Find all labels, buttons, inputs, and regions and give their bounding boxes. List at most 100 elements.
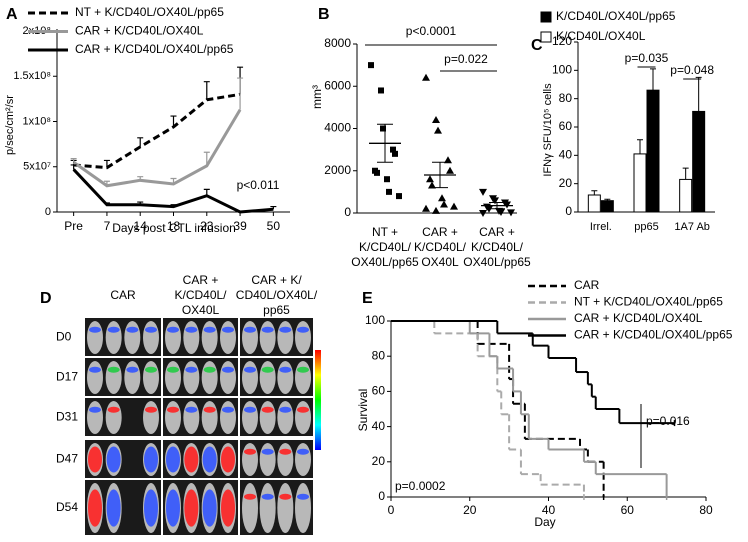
mouse xyxy=(259,443,276,476)
signal xyxy=(202,489,217,527)
text-line: K/CD40L/ xyxy=(471,240,524,254)
signal xyxy=(89,406,101,413)
point xyxy=(491,197,499,205)
annotation: p<0.0001 xyxy=(406,24,457,38)
mouse xyxy=(220,361,236,394)
x-tick-label: Irrel. xyxy=(590,221,612,233)
annotation: p=0.022 xyxy=(444,52,488,66)
legend-label: NT + K/CD40L/OX40L/pp65 xyxy=(574,295,723,309)
x-tick-label: 0 xyxy=(388,503,395,517)
signal xyxy=(185,366,198,373)
mouse xyxy=(165,401,181,434)
signal xyxy=(222,326,234,333)
legend-swatch xyxy=(540,31,552,43)
signal xyxy=(145,366,157,373)
y-tick-label: 40 xyxy=(372,419,386,433)
mouse xyxy=(277,321,294,354)
error-bar xyxy=(604,198,611,201)
y-tick-label: 0 xyxy=(344,205,351,219)
text-line: NT + xyxy=(372,225,398,239)
point xyxy=(440,200,448,208)
signal xyxy=(244,448,256,455)
point xyxy=(438,194,446,202)
mouse xyxy=(143,321,159,354)
mouse xyxy=(295,483,311,533)
y-tick-label: 4000 xyxy=(324,121,351,135)
bar xyxy=(692,110,706,213)
point xyxy=(432,116,440,124)
signal xyxy=(279,366,292,373)
signal xyxy=(297,366,309,373)
signal xyxy=(126,366,139,373)
legend-label: K/CD40L/OX40L/pp65 xyxy=(556,9,676,23)
point xyxy=(392,150,398,157)
y-tick-label: 8000 xyxy=(324,36,351,50)
point xyxy=(507,209,515,217)
annotation: p=0.0002 xyxy=(395,479,446,493)
signal xyxy=(107,406,120,413)
column-label: CAR + K/CD40L/OX40L/pp65 xyxy=(236,273,318,317)
mouse xyxy=(165,321,181,354)
y-tick-label: 20 xyxy=(559,176,573,190)
mouse xyxy=(277,483,294,533)
x-tick-label: 39 xyxy=(233,219,247,233)
point xyxy=(479,210,487,217)
x-tick-label: pp65 xyxy=(634,221,658,233)
point xyxy=(446,166,454,174)
legend-label: CAR + K/CD40L/OX40L xyxy=(75,24,204,38)
bar xyxy=(679,178,693,213)
y-tick-label: 80 xyxy=(372,348,386,362)
signal xyxy=(279,326,292,333)
x-tick-label: Pre xyxy=(64,219,83,233)
y-axis-label: IFNγ SFU/10⁵ cells xyxy=(542,83,554,177)
error-bar xyxy=(695,76,702,112)
x-tick-label: 14 xyxy=(134,219,148,233)
signal xyxy=(261,493,274,500)
x-tick-label: 18 xyxy=(167,219,181,233)
panel-label: B xyxy=(318,6,330,23)
point xyxy=(434,126,442,134)
y-tick-label: 1.5x10⁸ xyxy=(13,70,51,82)
signal xyxy=(89,326,101,333)
legend-label: CAR xyxy=(574,278,600,292)
text-line: OX40L xyxy=(421,255,459,269)
row-label: D31 xyxy=(56,410,78,424)
text-line: K/CD40L/ xyxy=(174,288,227,302)
signal xyxy=(88,489,102,527)
error-bar xyxy=(650,68,656,91)
signal xyxy=(202,446,217,473)
signal xyxy=(106,446,121,473)
column-label: CAR + K/CD40L/OX40L xyxy=(174,273,227,317)
point xyxy=(450,202,458,210)
series-line xyxy=(72,168,274,214)
mouse xyxy=(143,361,159,394)
mouse xyxy=(277,401,294,434)
column-label: CAR xyxy=(110,288,136,302)
y-tick-label: 6000 xyxy=(324,78,351,92)
x-tick-label: 7 xyxy=(104,219,111,233)
row-label: D0 xyxy=(56,330,72,344)
bar xyxy=(587,194,601,213)
mouse xyxy=(105,401,122,434)
annotation: p=0.035 xyxy=(625,51,669,65)
signal xyxy=(222,366,234,373)
sem-bar xyxy=(377,123,393,163)
signal xyxy=(185,406,198,413)
error-bar xyxy=(682,167,689,180)
point xyxy=(374,169,380,176)
text-line: CAR + xyxy=(183,273,219,287)
bar xyxy=(646,89,660,213)
mouse xyxy=(242,443,258,476)
mouse xyxy=(201,401,218,434)
mouse xyxy=(183,321,200,354)
point xyxy=(422,204,430,212)
annotation: p<0.011 xyxy=(237,178,280,192)
row-label: D17 xyxy=(56,370,78,384)
signal xyxy=(144,446,158,473)
text-line: CD40L/OX40L/ xyxy=(236,288,318,302)
signal xyxy=(261,448,274,455)
mouse xyxy=(259,361,276,394)
mouse xyxy=(183,401,200,434)
